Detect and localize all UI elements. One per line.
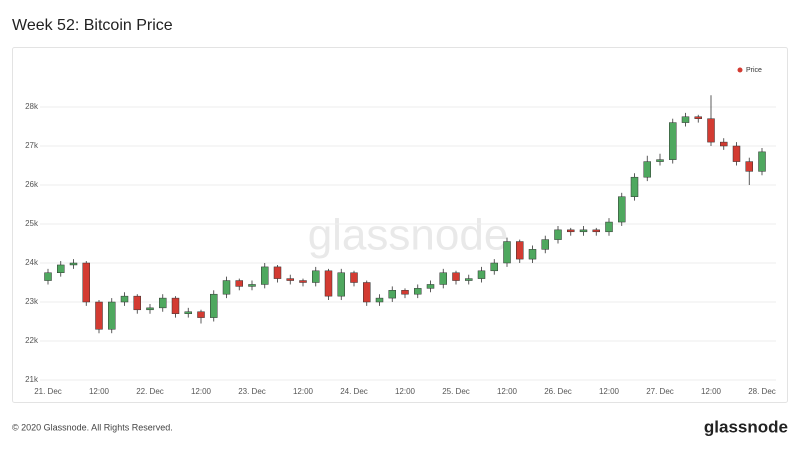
candle-body xyxy=(375,297,384,303)
x-tick-label: 23. Dec xyxy=(238,387,266,396)
candle-body xyxy=(133,295,141,311)
candle-body xyxy=(337,272,345,297)
page-title: Week 52: Bitcoin Price xyxy=(12,17,173,34)
candle-body xyxy=(248,284,256,287)
candle-body xyxy=(745,161,753,172)
candle-body xyxy=(503,241,511,264)
candle-body xyxy=(554,229,562,240)
candle-body xyxy=(490,262,498,272)
candle-body xyxy=(197,311,205,318)
candle-body xyxy=(210,293,218,318)
candle-body xyxy=(235,280,243,287)
chart-frame xyxy=(12,47,788,403)
brand: glassnode xyxy=(704,417,788,436)
candle-body xyxy=(324,270,333,297)
candle-body xyxy=(656,159,664,162)
candle-body xyxy=(57,264,65,274)
candle-body xyxy=(643,161,651,178)
candle-body xyxy=(452,272,460,281)
y-tick-label: 28k xyxy=(25,102,39,111)
candle-body xyxy=(388,290,396,299)
candle-body xyxy=(516,241,524,260)
candle-body xyxy=(261,266,269,285)
candle-body xyxy=(528,249,537,260)
x-tick-label: 12:00 xyxy=(191,387,212,396)
candle-body xyxy=(732,145,741,162)
candle-body xyxy=(477,270,486,279)
x-tick-label: 21. Dec xyxy=(34,387,62,396)
x-tick-label: 22. Dec xyxy=(136,387,164,396)
y-tick-label: 22k xyxy=(25,336,39,345)
x-tick-label: 12:00 xyxy=(293,387,314,396)
candle-body xyxy=(159,297,167,309)
candle-body xyxy=(426,284,435,289)
candle-body xyxy=(363,282,371,303)
candle-body xyxy=(401,290,409,295)
candle-body xyxy=(439,272,447,285)
candle-body xyxy=(95,301,103,330)
x-tick-label: 12:00 xyxy=(599,387,620,396)
candle-body xyxy=(605,221,613,233)
candle-body xyxy=(273,266,282,279)
y-tick-label: 27k xyxy=(25,141,39,150)
candle-body xyxy=(44,272,52,281)
candle-body xyxy=(299,280,307,283)
candle-body xyxy=(630,176,639,197)
candle-body xyxy=(184,311,192,314)
candle-body xyxy=(707,118,715,143)
x-tick-label: 25. Dec xyxy=(442,387,470,396)
legend-marker xyxy=(737,67,743,73)
y-tick-label: 24k xyxy=(25,258,39,267)
x-tick-label: 12:00 xyxy=(89,387,110,396)
candle-body xyxy=(69,262,78,266)
candle-body xyxy=(414,288,422,295)
candle-body xyxy=(222,280,231,295)
candle-body xyxy=(286,278,294,281)
candle-body xyxy=(312,270,320,283)
plot: glassnode 21k 22k 23k 24k 25k 26k 27k 28k 21. Dec… xyxy=(25,67,776,396)
x-tick-label: 12:00 xyxy=(497,387,518,396)
y-tick-label: 25k xyxy=(25,219,39,228)
watermark: glassnode xyxy=(308,211,509,260)
candle-body xyxy=(171,297,180,314)
candle-body xyxy=(579,229,588,233)
candle-body xyxy=(567,229,575,233)
candle-body xyxy=(618,196,626,223)
x-tick-label: 26. Dec xyxy=(544,387,572,396)
x-tick-label: 27. Dec xyxy=(646,387,674,396)
candle-body xyxy=(681,116,690,123)
x-tick-label: 12:00 xyxy=(701,387,722,396)
candle-body xyxy=(108,301,116,330)
y-tick-label: 26k xyxy=(25,180,39,189)
candle-body xyxy=(350,272,358,283)
x-tick-label: 28. Dec xyxy=(748,387,776,396)
x-tick-label: 12:00 xyxy=(395,387,416,396)
candle-body xyxy=(120,295,129,303)
y-tick-label: 23k xyxy=(25,297,39,306)
candle-body xyxy=(720,141,728,147)
candle-body xyxy=(146,307,154,311)
x-tick-label: 24. Dec xyxy=(340,387,368,396)
candle-body xyxy=(541,239,549,250)
candle-body xyxy=(758,151,766,172)
candle-body xyxy=(465,278,473,281)
candle-body xyxy=(669,122,677,160)
legend-label: Price xyxy=(746,67,762,74)
y-tick-label: 21k xyxy=(25,375,39,384)
candle-body xyxy=(82,262,90,303)
candle-body xyxy=(694,116,702,119)
copyright: © 2020 Glassnode. All Rights Reserved. xyxy=(12,422,173,432)
candle-body xyxy=(592,229,600,233)
